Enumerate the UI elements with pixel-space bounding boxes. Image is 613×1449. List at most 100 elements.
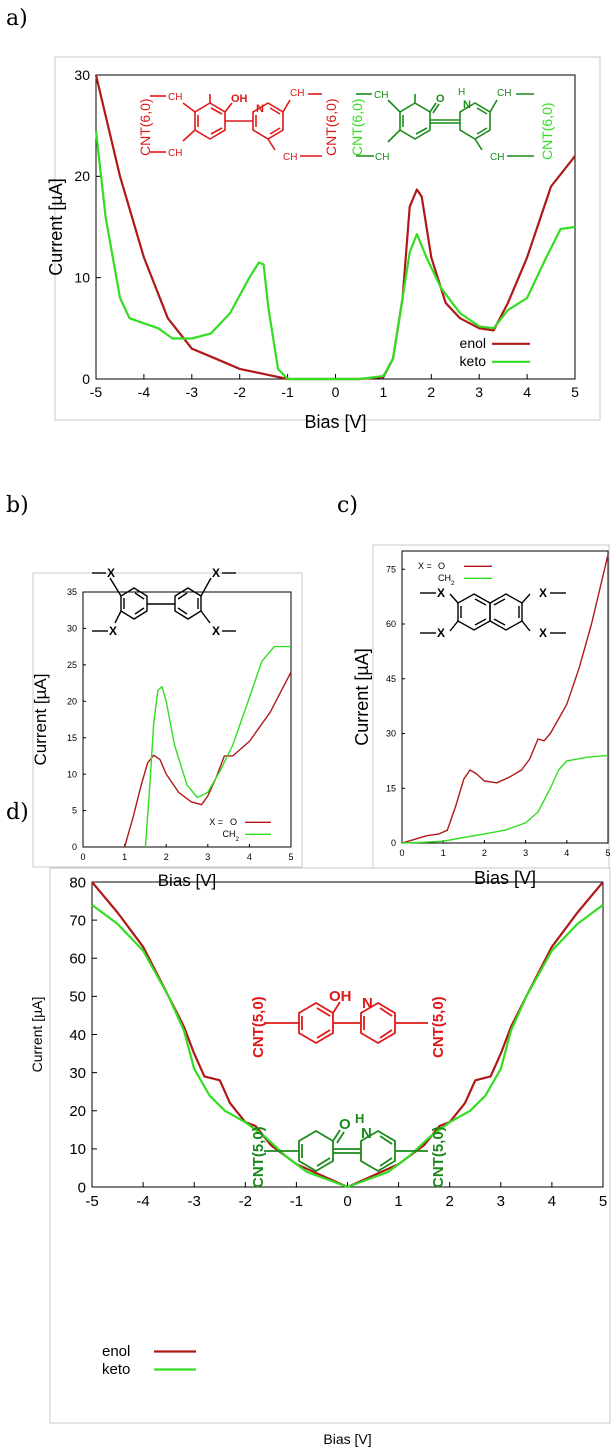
y-tick-label: 30	[69, 1065, 86, 1082]
svg-text:X: X	[539, 626, 547, 640]
series-line-ch	[401, 754, 609, 844]
y-tick-label: 35	[67, 587, 77, 597]
x-tick-label: 2	[482, 848, 487, 858]
x-tick-label: 4	[548, 1193, 556, 1210]
y-tick-label: 45	[386, 674, 396, 684]
svg-text:CNT(6,0): CNT(6,0)	[349, 98, 365, 156]
panel-c-plot-area	[401, 550, 609, 844]
svg-text:X: X	[437, 586, 445, 600]
y-tick-label: 15	[386, 783, 396, 793]
x-tick-label: 3	[523, 848, 528, 858]
svg-text:OH: OH	[329, 988, 352, 1005]
y-tick-label: 60	[386, 619, 396, 629]
x-tick-label: 1	[122, 852, 127, 862]
y-tick-label: 25	[67, 660, 77, 670]
y-tick-label: 0	[78, 1179, 86, 1196]
panel-label-d: d)	[6, 800, 29, 825]
x-tick-label: -4	[136, 1193, 149, 1210]
svg-text:N: N	[463, 99, 471, 111]
svg-text:O: O	[339, 1116, 351, 1133]
x-tick-label: 5	[288, 852, 293, 862]
x-tick-label: 4	[564, 848, 569, 858]
svg-text:X: X	[437, 626, 445, 640]
x-tick-label: 3	[475, 384, 483, 400]
y-tick-label: 30	[67, 624, 77, 634]
svg-text:X: X	[212, 566, 220, 580]
panel-a-chart: -5 -4 -3 -2 -1 0 1 2 3 4 5 0 10 20 30 Bias [V] Current […	[46, 67, 579, 432]
legend-label-subscript: 2	[235, 836, 239, 843]
svg-text:X: X	[539, 586, 547, 600]
y-tick-label: 20	[74, 168, 90, 184]
panel-d-enol-structure	[264, 1001, 428, 1045]
y-tick-label: 60	[69, 951, 86, 968]
svg-text:H: H	[355, 1111, 364, 1126]
legend-label-text: O	[438, 561, 445, 571]
y-tick-label: 0	[82, 371, 90, 387]
y-axis-label: Current [µA]	[46, 178, 66, 275]
panel-b-x-labels: X X X X	[107, 566, 220, 638]
x-tick-label: 5	[599, 1193, 607, 1210]
svg-text:N: N	[362, 995, 373, 1012]
panel-b-chart: 0 1 2 3 4 5 0 5 10 15 20 25 30 35 Bias [V] Current [µA]…	[31, 587, 294, 890]
legend-label-ch: CH2	[438, 573, 455, 587]
x-tick-label: -5	[90, 384, 103, 400]
y-tick-label: 10	[69, 1141, 86, 1158]
x-tick-label: -1	[281, 384, 294, 400]
x-tick-label: 2	[446, 1193, 454, 1210]
series-line-ch	[144, 645, 291, 848]
legend-label-ch: CH2	[222, 829, 239, 843]
legend-label-text: enol	[460, 335, 486, 351]
panel-a-enol-structure	[150, 93, 322, 157]
series-line-o	[401, 554, 609, 844]
y-tick-label: 15	[67, 733, 77, 743]
legend-prefix: X =	[209, 817, 223, 827]
panel-d-keto-structure	[264, 1129, 428, 1173]
panel-d-keto-labels: O H N CNT(5,0) CNT(5,0)	[250, 1111, 447, 1188]
y-axis-label: Current [µA]	[31, 674, 50, 766]
svg-text:OH: OH	[231, 93, 248, 105]
series-line-o	[123, 671, 292, 848]
x-tick-label: 4	[247, 852, 252, 862]
legend-prefix: X =	[418, 561, 432, 571]
svg-text:CH: CH	[490, 152, 504, 163]
y-tick-label: 5	[72, 806, 77, 816]
legend-label-keto: keto	[460, 353, 487, 369]
x-tick-label: 5	[571, 384, 579, 400]
x-axis-label: Bias [V]	[323, 1431, 371, 1447]
svg-text:CH: CH	[374, 90, 388, 101]
panel-a-enol-labels: CH CH CH CH OH N CNT(6,0) CNT(6,0)	[137, 88, 339, 163]
panel-d-enol-labels: OH N CNT(5,0) CNT(5,0)	[250, 988, 447, 1058]
panel-a-outer-frame	[54, 56, 601, 421]
legend-label-o: O	[438, 561, 445, 571]
svg-text:X: X	[212, 624, 220, 638]
x-tick-label: 1	[441, 848, 446, 858]
svg-text:CH: CH	[497, 88, 511, 99]
svg-text:CNT(6,0): CNT(6,0)	[323, 98, 339, 156]
x-tick-label: 4	[523, 384, 531, 400]
svg-text:O: O	[436, 93, 445, 105]
legend-label-text: keto	[102, 1361, 130, 1378]
legend-label-subscript: 2	[451, 580, 455, 587]
legend-label-enol: enol	[102, 1343, 130, 1360]
x-tick-label: 5	[605, 848, 610, 858]
svg-text:CNT(6,0): CNT(6,0)	[137, 98, 153, 156]
svg-text:N: N	[256, 103, 264, 115]
y-axis-label: Current [µA]	[29, 997, 45, 1073]
panel-b-outer-frame	[32, 572, 303, 868]
y-tick-label: 10	[74, 270, 90, 286]
svg-text:CNT(5,0): CNT(5,0)	[250, 1126, 267, 1188]
x-tick-label: 2	[164, 852, 169, 862]
legend-label-text: enol	[102, 1343, 130, 1360]
y-tick-label: 40	[69, 1027, 86, 1044]
x-axis-label: Bias [V]	[304, 412, 366, 432]
x-tick-label: 2	[427, 384, 435, 400]
y-tick-label: 20	[67, 696, 77, 706]
x-tick-label: -3	[186, 384, 199, 400]
x-tick-label: -1	[290, 1193, 303, 1210]
x-axis-label: Bias [V]	[158, 871, 217, 890]
panel-a-keto-labels: CH CH CH CH O H N CNT(6,0) CNT(6,0)	[349, 87, 555, 163]
legend-label-text: CH	[222, 829, 235, 839]
panel-label-c: c)	[337, 493, 358, 518]
